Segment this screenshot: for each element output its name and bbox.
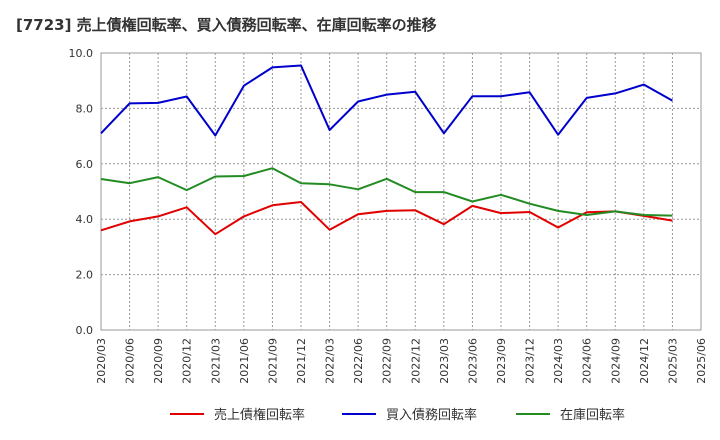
y-tick-label: 8.0	[76, 102, 94, 115]
series-line	[100, 167, 673, 217]
x-tick-label: 2021/12	[295, 338, 308, 384]
x-tick-label: 2022/09	[381, 338, 394, 384]
chart-title: [7723] 売上債権回転率、買入債務回転率、在庫回転率の推移	[16, 16, 437, 34]
y-tick-label: 10.0	[69, 47, 94, 60]
legend-label: 売上債権回転率	[214, 407, 305, 423]
x-tick-label: 2025/06	[695, 338, 708, 384]
x-tick-label: 2020/03	[95, 338, 108, 384]
x-tick-label: 2023/12	[524, 338, 537, 384]
x-tick-label: 2024/06	[581, 338, 594, 384]
x-tick-label: 2020/09	[152, 338, 165, 384]
y-tick-label: 0.0	[76, 324, 94, 337]
x-tick-label: 2023/06	[466, 338, 479, 384]
x-tick-label: 2022/12	[409, 338, 422, 384]
x-tick-label: 2020/12	[181, 338, 194, 384]
x-tick-label: 2024/03	[552, 338, 565, 384]
x-tick-label: 2024/09	[609, 338, 622, 384]
x-tick-label: 2025/03	[666, 338, 679, 384]
x-tick-label: 2022/06	[352, 338, 365, 384]
legend-label: 在庫回転率	[560, 407, 625, 423]
x-tick-label: 2021/06	[238, 338, 251, 384]
x-tick-label: 2020/06	[124, 338, 137, 384]
series-line	[100, 64, 673, 137]
x-tick-label: 2022/03	[324, 338, 337, 384]
legend-label: 買入債務回転率	[386, 407, 477, 423]
y-tick-label: 6.0	[76, 158, 94, 171]
x-tick-label: 2024/12	[638, 338, 651, 384]
y-tick-label: 4.0	[76, 213, 94, 226]
x-tick-label: 2021/03	[209, 338, 222, 384]
x-tick-label: 2023/03	[438, 338, 451, 384]
plot-area	[100, 52, 702, 331]
series-line	[100, 201, 673, 236]
x-tick-label: 2023/09	[495, 338, 508, 384]
y-tick-label: 2.0	[76, 269, 94, 282]
x-tick-label: 2021/09	[266, 338, 279, 384]
